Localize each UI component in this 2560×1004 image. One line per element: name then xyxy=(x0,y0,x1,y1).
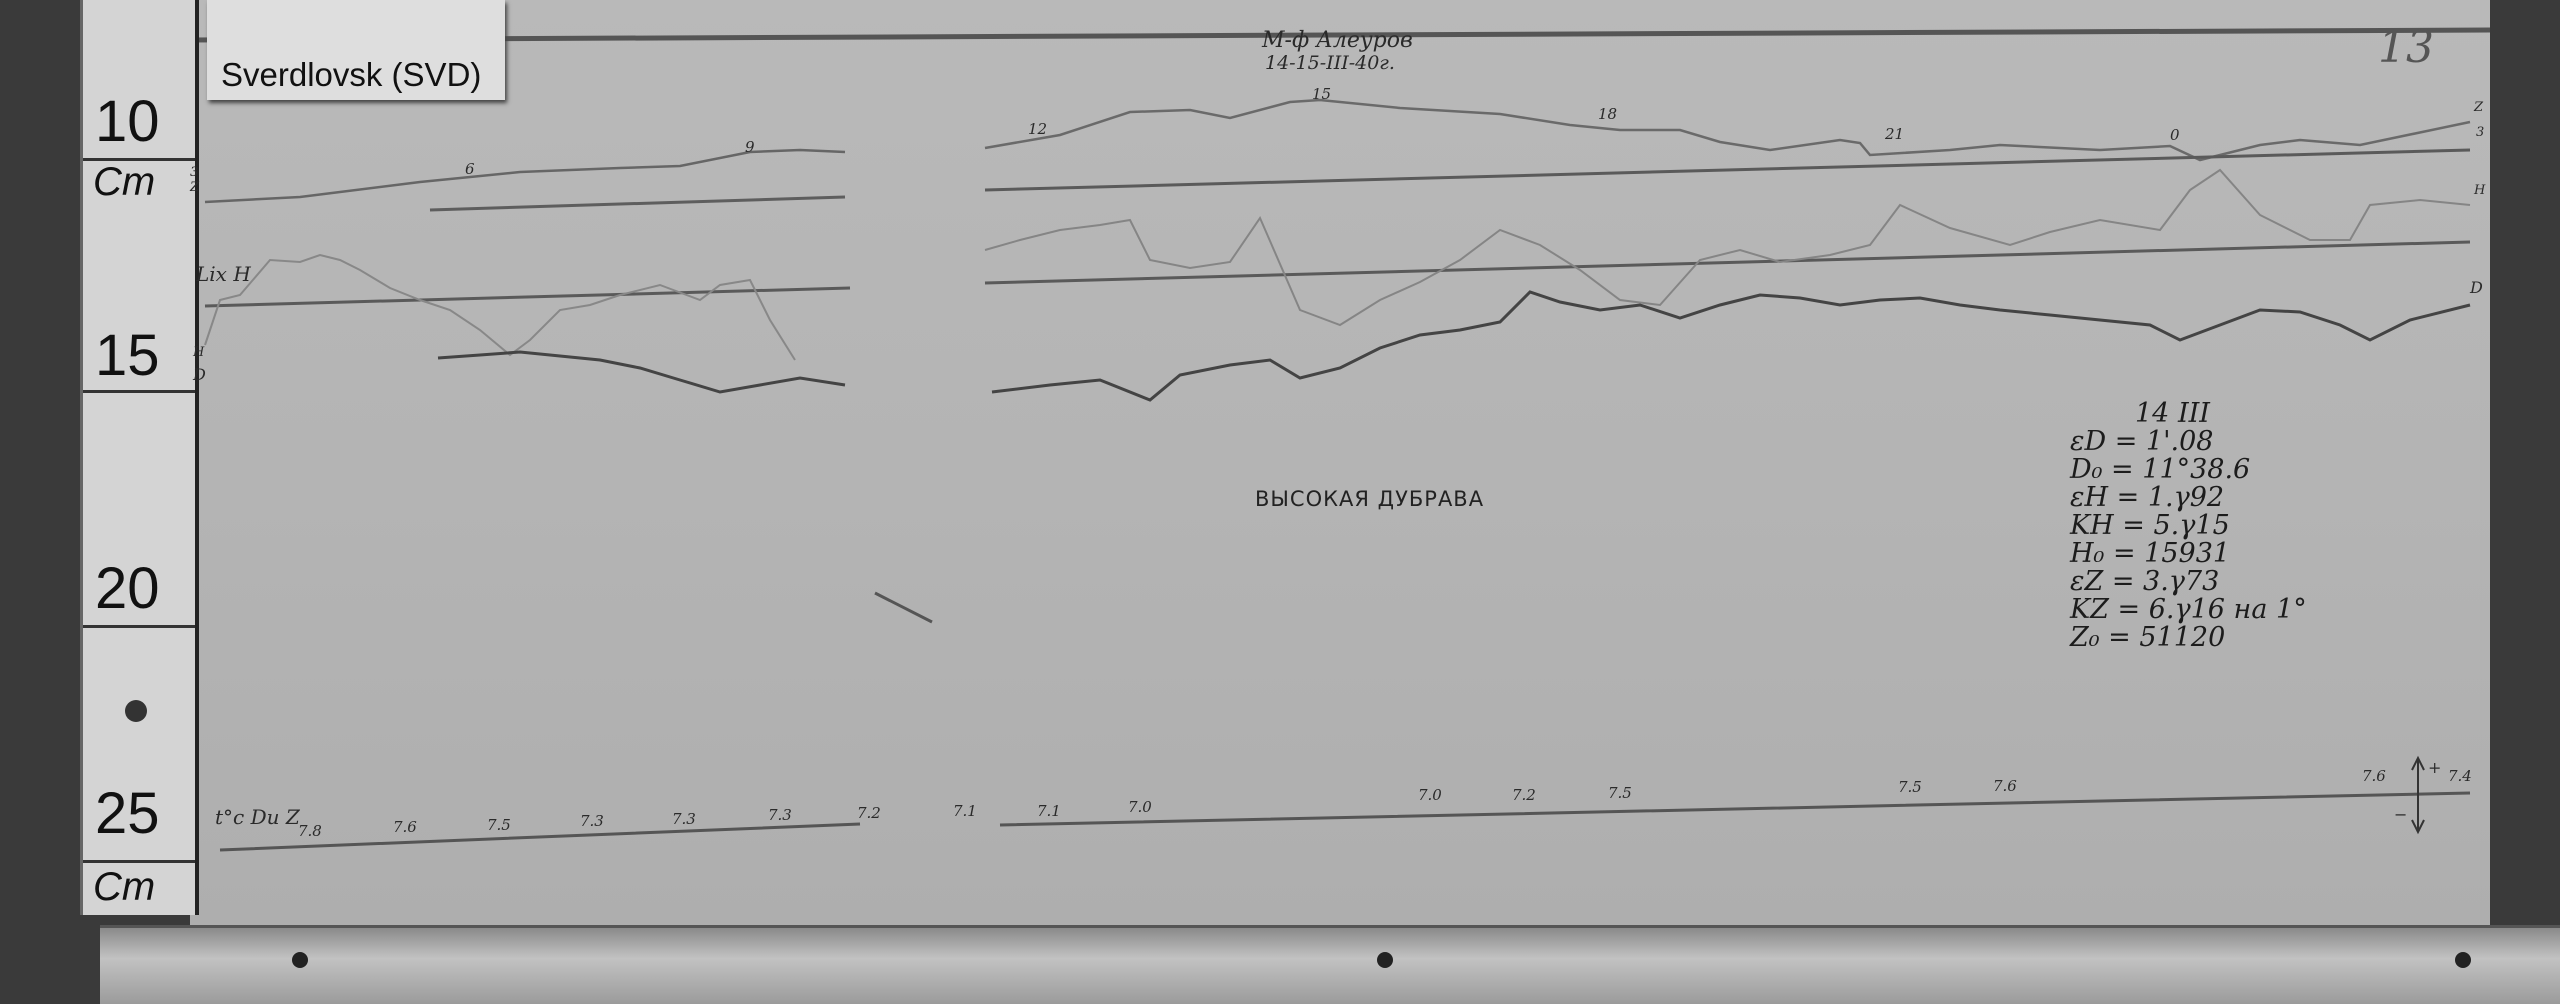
ruler-unit: Cm xyxy=(93,160,156,204)
hour-label: 6 xyxy=(465,160,475,178)
station-label-card: Sverdlovsk (SVD) xyxy=(207,0,505,100)
record-date: 14-15-III-40г. xyxy=(1265,52,1395,74)
ruler-tick xyxy=(83,625,195,628)
h-left-label: Lix H xyxy=(196,262,251,286)
mounting-rail xyxy=(100,925,2560,1004)
h-trace-left xyxy=(204,253,796,361)
ruler-tick xyxy=(83,158,195,161)
d-trace-left xyxy=(437,350,846,394)
z-right-label: Z xyxy=(2474,100,2484,115)
z-baseline-right xyxy=(984,148,2471,192)
ruler-tick xyxy=(83,860,195,863)
temperature-value: 7.3 xyxy=(580,812,604,830)
top-edge-line xyxy=(189,27,2491,43)
hour-label: 12 xyxy=(1028,120,1048,138)
constant-line: D₀ = 11°38.6 xyxy=(2070,454,2251,485)
temperature-value: 7.0 xyxy=(1128,798,1152,816)
constant-line: εD = 1'.08 xyxy=(2070,426,2214,457)
h-baseline-left xyxy=(204,286,851,308)
sheet-number: 13 xyxy=(2378,22,2434,73)
pencil-mark xyxy=(874,591,933,624)
screw-icon xyxy=(2455,952,2471,968)
hour-label: 21 xyxy=(1885,125,1905,143)
temperature-line xyxy=(219,791,2471,852)
temperature-value: 7.6 xyxy=(1993,777,2017,795)
constant-line: εZ = 3.γ73 xyxy=(2070,566,2220,597)
temperature-value: 7.3 xyxy=(768,806,792,824)
constant-line: εH = 1.γ92 xyxy=(2070,482,2225,513)
calibration-constants: 14 III εD = 1'.08 D₀ = 11°38.6 εH = 1.γ9… xyxy=(2060,400,2320,652)
temperature-value: 7.0 xyxy=(1418,786,1442,804)
h-trace-right xyxy=(984,168,2471,327)
temperature-value: 7.1 xyxy=(953,802,977,820)
ruler-tick xyxy=(83,390,195,393)
d-trace-right xyxy=(991,290,2471,402)
d-right-label: D xyxy=(2470,278,2483,297)
d-left-label: D xyxy=(193,365,206,384)
ruler-mark: 15 xyxy=(95,323,160,388)
temperature-label: t°c Du Z xyxy=(215,805,300,829)
temperature-value: 7.4 xyxy=(2448,767,2472,785)
constants-day: 14 III xyxy=(2135,398,2210,429)
polarity-arrow-icon xyxy=(2411,755,2425,835)
constant-line: H₀ = 15931 xyxy=(2070,538,2231,569)
ruler-mark: 10 xyxy=(95,89,160,154)
temperature-value: 7.6 xyxy=(393,818,417,836)
z-left-label: 3 Z xyxy=(190,165,200,195)
hour-label: 0 xyxy=(2170,126,2180,144)
temperature-value: 7.2 xyxy=(1512,786,1536,804)
scale-ruler: 10 Cm 15 20 25 Cm xyxy=(80,0,199,915)
ruler-hole xyxy=(125,700,147,722)
constant-line: Z₀ = 51120 xyxy=(2070,622,2226,653)
polarity-minus: − xyxy=(2394,805,2408,824)
magnetogram-paper xyxy=(190,0,2490,940)
hour-label: 18 xyxy=(1598,105,1618,123)
observer-name: М-ф Алеуров xyxy=(1262,28,1413,53)
constant-line: KZ = 6.γ16 на 1° xyxy=(2070,594,2307,625)
temperature-value: 7.8 xyxy=(298,822,322,840)
z-trace-right xyxy=(984,98,2471,162)
temperature-value: 7.1 xyxy=(1037,802,1061,820)
hour-label: 9 xyxy=(745,138,755,156)
z-baseline-left xyxy=(429,195,846,212)
hour-label: 15 xyxy=(1312,85,1332,103)
h-right-label: H xyxy=(2474,183,2486,198)
ruler-mark: 20 xyxy=(95,556,160,621)
temperature-value: 7.3 xyxy=(672,810,696,828)
h-left-small-label: H xyxy=(193,345,205,360)
temperature-value: 7.5 xyxy=(1898,778,1922,796)
z-trace-left xyxy=(204,148,846,204)
ruler-mark: 25 xyxy=(95,781,160,846)
ruler-unit: Cm xyxy=(93,865,156,909)
h-baseline-right xyxy=(984,240,2471,285)
temperature-value: 7.5 xyxy=(1608,784,1632,802)
temperature-value: 7.5 xyxy=(487,816,511,834)
screw-icon xyxy=(1377,952,1393,968)
constant-line: KH = 5.γ15 xyxy=(2070,510,2230,541)
polarity-plus: + xyxy=(2428,758,2442,777)
station-label: Sverdlovsk (SVD) xyxy=(221,56,482,93)
temperature-value: 7.2 xyxy=(857,804,881,822)
temperature-value: 7.6 xyxy=(2362,767,2386,785)
screw-icon xyxy=(292,952,308,968)
station-name: ВЫСОКАЯ ДУБРАВА xyxy=(1255,487,1485,511)
z-base-label: 3 xyxy=(2476,125,2485,140)
